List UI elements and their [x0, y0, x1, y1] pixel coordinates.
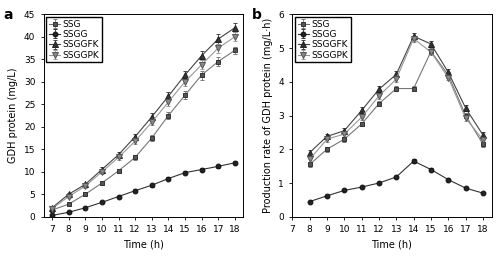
Y-axis label: GDH protein (mg/L): GDH protein (mg/L) — [8, 68, 18, 163]
X-axis label: Time (h): Time (h) — [372, 240, 412, 250]
Text: a: a — [4, 8, 14, 22]
Y-axis label: Production rate of GDH protein (mg/L·h): Production rate of GDH protein (mg/L·h) — [262, 18, 272, 213]
Text: b: b — [252, 8, 262, 22]
Legend: SSG, SSGG, SSGGFK, SSGGPK: SSG, SSGG, SSGGFK, SSGGPK — [295, 17, 350, 62]
X-axis label: Time (h): Time (h) — [123, 240, 164, 250]
Legend: SSG, SSGG, SSGGFK, SSGGPK: SSG, SSGG, SSGGFK, SSGGPK — [46, 17, 102, 62]
